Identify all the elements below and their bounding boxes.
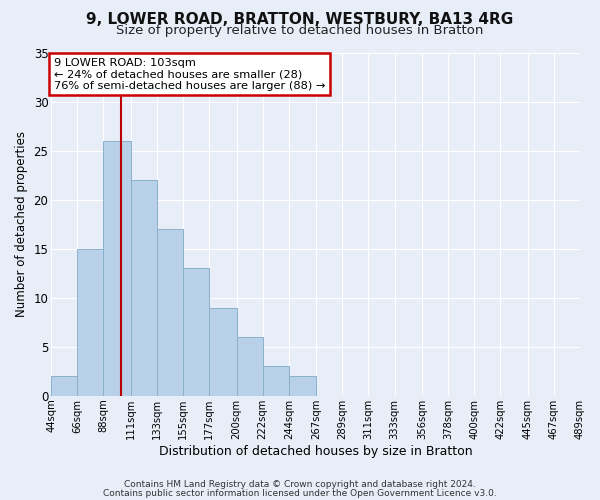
Bar [77,248,103,396]
Bar [209,308,236,396]
Text: 9, LOWER ROAD, BRATTON, WESTBURY, BA13 4RG: 9, LOWER ROAD, BRATTON, WESTBURY, BA13 4… [86,12,514,28]
Text: Size of property relative to detached houses in Bratton: Size of property relative to detached ho… [116,24,484,37]
Y-axis label: Number of detached properties: Number of detached properties [15,131,28,317]
Text: Contains public sector information licensed under the Open Government Licence v3: Contains public sector information licen… [103,488,497,498]
X-axis label: Distribution of detached houses by size in Bratton: Distribution of detached houses by size … [159,444,472,458]
Text: 9 LOWER ROAD: 103sqm
← 24% of detached houses are smaller (28)
76% of semi-detac: 9 LOWER ROAD: 103sqm ← 24% of detached h… [54,58,325,91]
Bar [236,337,263,396]
Text: Contains HM Land Registry data © Crown copyright and database right 2024.: Contains HM Land Registry data © Crown c… [124,480,476,489]
Bar [131,180,157,396]
Bar [263,366,289,396]
Bar [183,268,209,396]
Bar [157,229,183,396]
Bar [289,376,316,396]
Bar [51,376,77,396]
Bar [103,141,131,396]
